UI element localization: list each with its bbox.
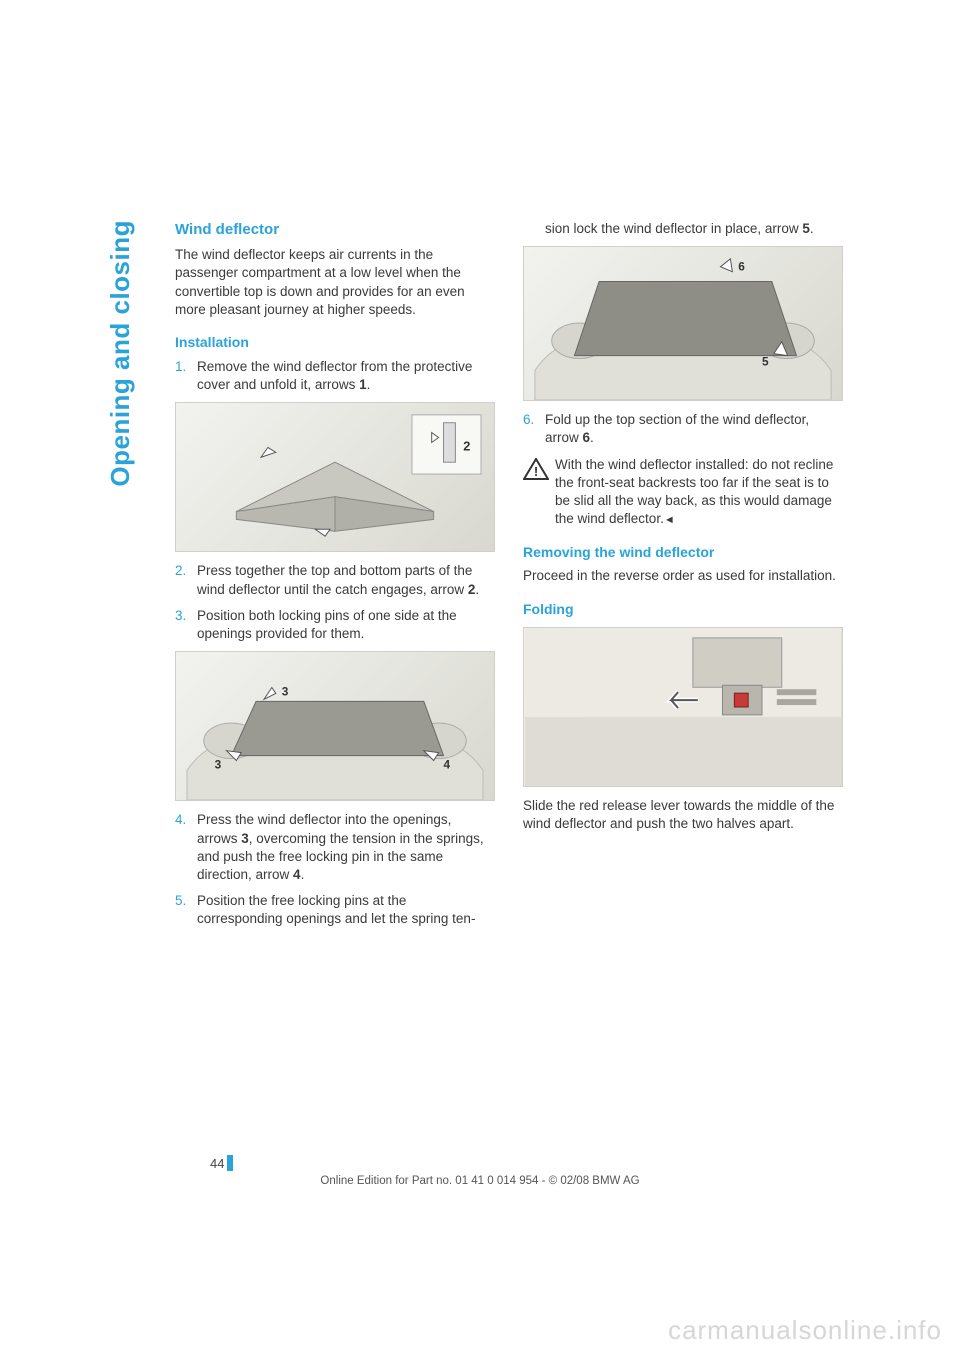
text-fragment: . bbox=[590, 430, 594, 445]
figure-svg: 3 4 3 bbox=[176, 652, 494, 800]
text-bold: 1 bbox=[359, 377, 367, 392]
text-bold: 4 bbox=[293, 867, 301, 882]
installation-steps-bottom: 4. Press the wind deflector into the ope… bbox=[175, 811, 495, 928]
text-fragment: Press together the top and bottom parts … bbox=[197, 563, 472, 596]
step-text: Fold up the top section of the wind defl… bbox=[545, 411, 843, 447]
page-number: 44 bbox=[210, 1156, 224, 1171]
step-5: 5. Position the free locking pins at the… bbox=[175, 892, 495, 928]
warning-text: With the wind deflector installed: do no… bbox=[555, 456, 843, 529]
text-fragment: sion lock the wind deflector in place, a… bbox=[545, 221, 802, 236]
installation-step-6: 6. Fold up the top section of the wind d… bbox=[523, 411, 843, 447]
right-column: sion lock the wind deflector in place, a… bbox=[523, 220, 843, 937]
step-text: Press the wind deflector into the openin… bbox=[197, 811, 495, 884]
step-text: Position both locking pins of one side a… bbox=[197, 607, 495, 643]
step-6: 6. Fold up the top section of the wind d… bbox=[523, 411, 843, 447]
warning-icon: ! bbox=[523, 458, 549, 480]
step-2: 2. Press together the top and bottom par… bbox=[175, 562, 495, 598]
left-column: Wind deflector The wind deflector keeps … bbox=[175, 220, 495, 937]
step-number: 4. bbox=[175, 811, 197, 884]
text-fragment: . bbox=[367, 377, 371, 392]
figure-unfold-deflector: 2 bbox=[175, 402, 495, 552]
page-number-bar bbox=[227, 1155, 233, 1171]
step-number: 2. bbox=[175, 562, 197, 598]
page-number-row: 44 bbox=[210, 1155, 960, 1171]
svg-text:4: 4 bbox=[444, 758, 451, 772]
text-fragment: . bbox=[810, 221, 814, 236]
page-content: Wind deflector The wind deflector keeps … bbox=[115, 220, 855, 937]
svg-text:2: 2 bbox=[463, 439, 470, 454]
figure-lock-deflector: 6 5 bbox=[523, 246, 843, 401]
heading-wind-deflector: Wind deflector bbox=[175, 220, 495, 240]
text-fragment: Remove the wind deflector from the prote… bbox=[197, 359, 472, 392]
figure-svg: 2 bbox=[176, 403, 494, 551]
text-fragment: . bbox=[301, 867, 305, 882]
installation-steps-top: 1. Remove the wind deflector from the pr… bbox=[175, 358, 495, 394]
warning-note: ! With the wind deflector installed: do … bbox=[523, 456, 843, 529]
figure-svg bbox=[524, 628, 842, 786]
text-bold: 6 bbox=[583, 430, 591, 445]
removing-text: Proceed in the reverse order as used for… bbox=[523, 567, 843, 585]
step-text: Position the free locking pins at the co… bbox=[197, 892, 495, 928]
svg-text:5: 5 bbox=[762, 355, 769, 369]
step-number: 1. bbox=[175, 358, 197, 394]
text-fragment: With the wind deflector installed: do no… bbox=[555, 457, 833, 527]
figure-insert-deflector: 3 4 3 bbox=[175, 651, 495, 801]
end-marker-icon: ◄ bbox=[664, 514, 675, 526]
text-fragment: . bbox=[475, 582, 479, 597]
two-column-layout: Wind deflector The wind deflector keeps … bbox=[175, 220, 855, 937]
step-4: 4. Press the wind deflector into the ope… bbox=[175, 811, 495, 884]
svg-text:3: 3 bbox=[282, 685, 289, 699]
step-1: 1. Remove the wind deflector from the pr… bbox=[175, 358, 495, 394]
step-number: 5. bbox=[175, 892, 197, 928]
page-footer: 44 Online Edition for Part no. 01 41 0 0… bbox=[0, 1155, 960, 1187]
text-bold: 3 bbox=[241, 831, 249, 846]
intro-paragraph: The wind deflector keeps air currents in… bbox=[175, 246, 495, 319]
step-number: 6. bbox=[523, 411, 545, 447]
heading-removing: Removing the wind deflector bbox=[523, 543, 843, 562]
figure-folding-lever bbox=[523, 627, 843, 787]
continuation-text: sion lock the wind deflector in place, a… bbox=[523, 220, 843, 238]
folding-text: Slide the red release lever towards the … bbox=[523, 797, 843, 833]
step-text: Press together the top and bottom parts … bbox=[197, 562, 495, 598]
installation-steps-mid: 2. Press together the top and bottom par… bbox=[175, 562, 495, 643]
svg-text:6: 6 bbox=[738, 260, 745, 274]
svg-text:!: ! bbox=[534, 464, 538, 479]
svg-text:3: 3 bbox=[215, 758, 222, 772]
footer-text: Online Edition for Part no. 01 41 0 014 … bbox=[0, 1175, 960, 1187]
watermark-text: carmanualsonline.info bbox=[668, 1315, 942, 1346]
heading-folding: Folding bbox=[523, 600, 843, 619]
step-text: Remove the wind deflector from the prote… bbox=[197, 358, 495, 394]
figure-svg: 6 5 bbox=[524, 247, 842, 400]
text-bold: 5 bbox=[802, 221, 810, 236]
step-number: 3. bbox=[175, 607, 197, 643]
heading-installation: Installation bbox=[175, 333, 495, 352]
step-3: 3. Position both locking pins of one sid… bbox=[175, 607, 495, 643]
